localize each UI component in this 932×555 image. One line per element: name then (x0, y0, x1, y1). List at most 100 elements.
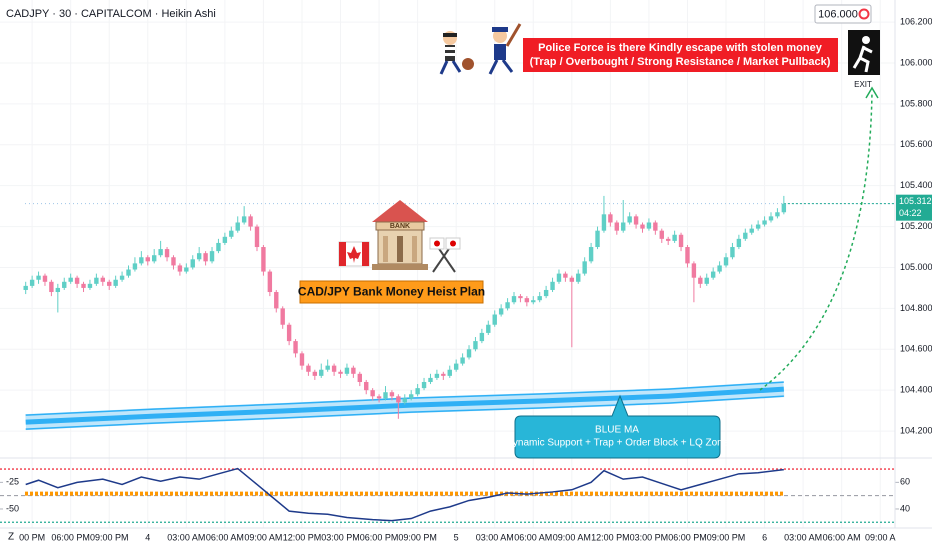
y-tick-label: 106.000 (900, 57, 932, 67)
x-tick-label: 06:00 PM (51, 532, 90, 542)
candle-body (614, 222, 619, 231)
candle-body (209, 251, 215, 262)
candle-body (408, 394, 414, 399)
candle-body (145, 257, 150, 262)
candle-body (261, 247, 266, 272)
candle-body (126, 269, 131, 276)
x-tick-label: 09:00 PM (398, 532, 437, 542)
x-tick-label: 06:00 AM (823, 532, 861, 542)
candle-body (338, 371, 343, 374)
candle-body (357, 373, 362, 382)
candle-body (653, 222, 658, 231)
candle-body (492, 314, 497, 325)
candle-body (511, 296, 517, 303)
candle-body (389, 392, 395, 397)
y-tick-label: 60 (900, 477, 910, 487)
x-tick-label: 12:00 PM (591, 532, 630, 542)
candle-body (665, 238, 671, 241)
x-tick-label: 09:00 A (865, 532, 896, 542)
candle-body (42, 275, 48, 282)
candle-body (743, 232, 748, 239)
x-tick-label: 06:00 AM (206, 532, 244, 542)
candle-body (621, 222, 626, 231)
y-tick-label: 104.400 (900, 385, 932, 395)
candle-body (582, 261, 587, 274)
thief-icon (439, 31, 474, 75)
bank-label: BANK (390, 223, 410, 230)
candle-body (351, 367, 356, 374)
x-tick-label: 03:00 AM (167, 532, 205, 542)
candle-body (286, 324, 292, 342)
candle-body (203, 253, 208, 262)
escape-box (523, 38, 838, 72)
candle-body (531, 300, 536, 303)
candle-body (672, 234, 677, 241)
candle-body (280, 308, 285, 325)
candle-body (659, 230, 664, 239)
candle-body (364, 381, 369, 391)
candle-body (755, 224, 761, 229)
candle-body (29, 279, 35, 286)
candle-body (370, 390, 375, 397)
bank-icon (372, 200, 428, 270)
escape-text: (Trap / Overbought / Strong Resistance /… (530, 56, 831, 68)
candle-body (486, 324, 491, 333)
candle-body (447, 369, 452, 376)
candle-body (768, 216, 774, 221)
candle-body (415, 388, 420, 395)
chart-title: CADJPY · 30 · CAPITALCOM · Heikin Ashi (6, 8, 216, 20)
y-tick-label: 104.600 (900, 344, 932, 354)
candle-body (293, 341, 298, 354)
x-tick-label: 00 PM (19, 532, 45, 542)
candle-body (190, 259, 195, 268)
y-tick-label: 40 (900, 503, 910, 513)
candle-body (151, 255, 157, 262)
candle-body (723, 257, 729, 266)
candle-body (113, 279, 118, 286)
candle-body (466, 349, 472, 358)
candle-body (569, 277, 575, 282)
alert-box (814, 4, 872, 24)
candle-body (460, 357, 465, 364)
candle-body (267, 271, 273, 293)
escape-text: Police Force is there Kindly escape with… (538, 42, 823, 54)
y2-tick-label: -25 (6, 477, 19, 487)
candle-body (434, 373, 440, 378)
y-tick-label: 105.800 (900, 98, 932, 108)
candle-body (229, 230, 234, 237)
candle-body (736, 238, 742, 248)
x-tick-label: 03:00 PM (630, 532, 669, 542)
candle-body (100, 277, 105, 282)
candle-body (479, 332, 485, 342)
candle-body (107, 281, 112, 286)
candle-body (94, 277, 99, 284)
x-tick-label: 09:00 PM (90, 532, 129, 542)
y2-tick-label: -50 (6, 503, 19, 513)
candle-body (81, 283, 86, 288)
candle-body (543, 289, 549, 297)
candle-body (608, 214, 613, 223)
ma-callout (514, 394, 721, 459)
candle-body (87, 283, 93, 288)
candle-body (171, 257, 176, 266)
candle-body (749, 228, 754, 233)
candle-body (235, 222, 240, 231)
candle-body (177, 265, 183, 272)
x-tick-label: 4 (145, 532, 150, 542)
candle-body (473, 341, 478, 350)
ma-note: Dynamic Support + Trap + Order Block + L… (506, 438, 729, 449)
candle-body (505, 302, 510, 309)
y-tick-label: 105.200 (900, 221, 932, 231)
oscillator-line (25, 467, 784, 522)
candle-body (633, 216, 639, 225)
x-tick-label: 09:00 AM (244, 532, 282, 542)
candle-body (775, 212, 780, 217)
candle-body (119, 275, 125, 280)
candle-body (781, 203, 787, 213)
candle-body (325, 365, 330, 370)
x-tick-label: 06:00 AM (514, 532, 552, 542)
exit-arrow (759, 91, 873, 391)
candle-body (331, 365, 337, 372)
